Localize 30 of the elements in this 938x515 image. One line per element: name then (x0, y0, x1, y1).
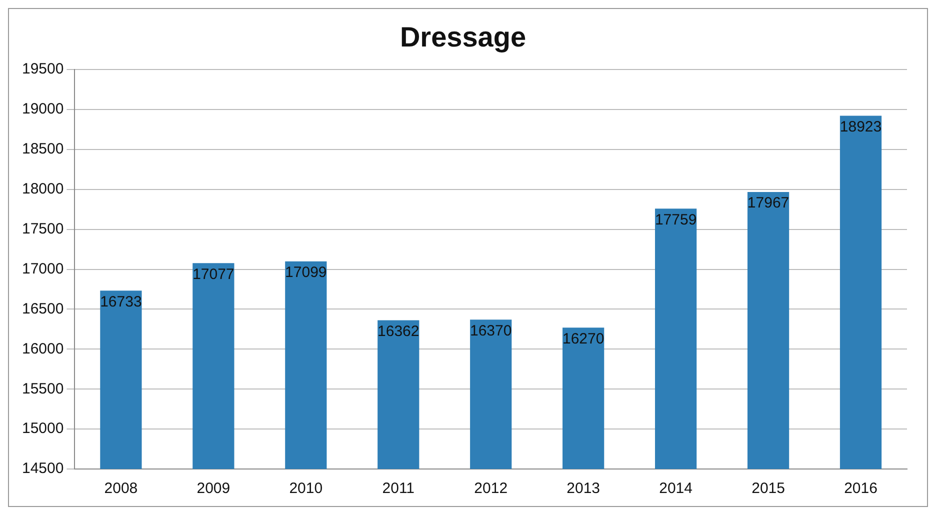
data-label: 16733 (100, 293, 142, 310)
y-tick-label: 17500 (22, 220, 64, 238)
data-label: 17967 (747, 194, 790, 212)
y-tick-label: 16000 (22, 340, 64, 358)
data-label: 16270 (562, 330, 604, 348)
x-tick-label: 2009 (196, 480, 230, 498)
y-tick-label: 18000 (22, 180, 64, 198)
x-tick-label: 2011 (382, 480, 415, 498)
x-tick-label: 2012 (474, 480, 508, 498)
y-tick-label: 15000 (22, 420, 64, 438)
y-tick-label: 19000 (22, 100, 64, 118)
y-tick-label: 14500 (22, 460, 64, 478)
y-tick-label: 15500 (22, 380, 64, 398)
y-tick-label: 19500 (22, 60, 64, 78)
data-label: 18923 (840, 118, 882, 136)
y-tick-label: 18500 (22, 140, 64, 158)
data-label: 17759 (654, 211, 697, 228)
data-label: 17077 (192, 266, 234, 283)
x-tick-label: 2014 (659, 480, 692, 498)
data-label: 16370 (470, 322, 512, 340)
x-tick-label: 2013 (566, 480, 600, 498)
chart-title: Dressage (400, 22, 526, 53)
y-tick-label: 17000 (22, 260, 64, 278)
x-tick-label: 2010 (289, 480, 323, 498)
x-tick-label: 2008 (104, 480, 138, 498)
data-label: 16362 (378, 322, 420, 340)
x-tick-label: 2016 (844, 480, 878, 498)
x-tick-label: 2015 (752, 480, 785, 498)
y-tick-label: 16500 (22, 300, 64, 318)
data-label: 17099 (285, 264, 327, 282)
